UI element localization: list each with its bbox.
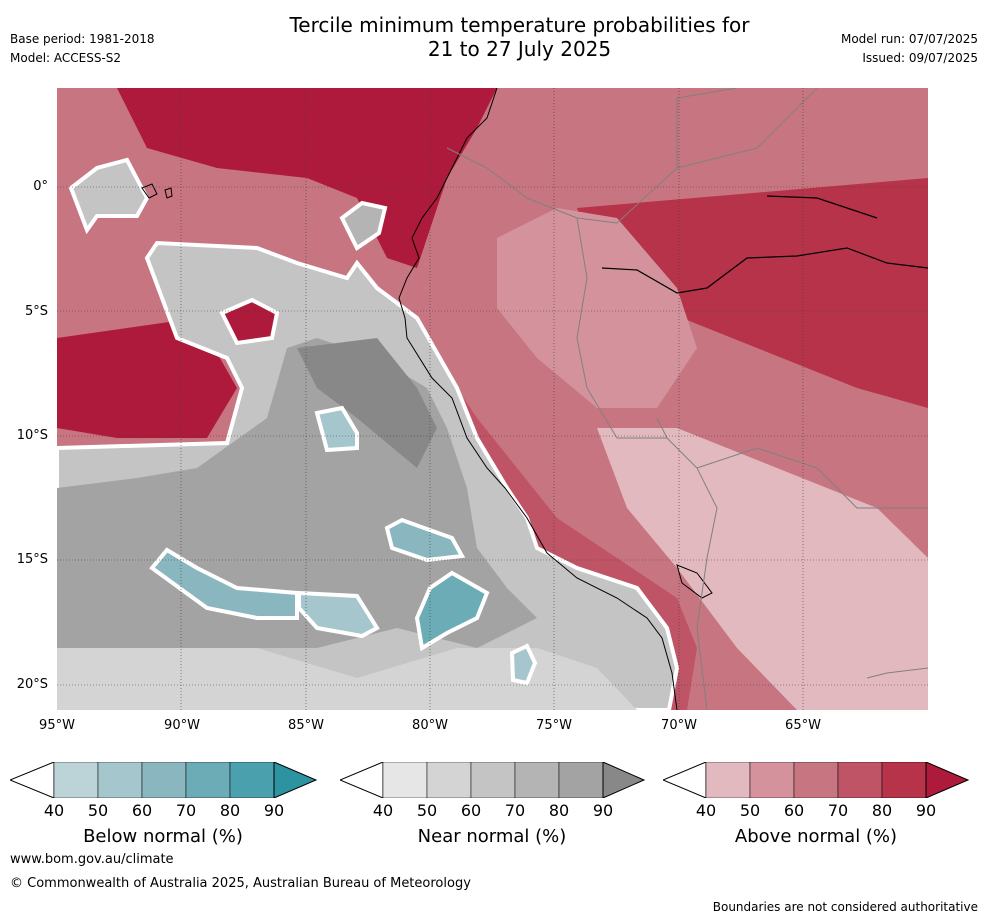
below-tick-80: 80 <box>215 801 245 820</box>
lon-label-90w: 90°W <box>152 718 212 733</box>
colorbar-near <box>340 762 646 798</box>
near-tick-70: 70 <box>500 801 530 820</box>
title-line-1: Tercile minimum temperature probabilitie… <box>0 13 988 37</box>
copyright: © Commonwealth of Australia 2025, Austra… <box>10 876 471 891</box>
above-tick-70: 70 <box>823 801 853 820</box>
lat-label-10s: 10°S <box>8 428 48 443</box>
lon-label-80w: 80°W <box>400 718 460 733</box>
colorbar-swatch <box>750 762 794 798</box>
colorbar-swatch <box>471 762 515 798</box>
colorbar-swatch <box>98 762 142 798</box>
near-normal-label: Near normal (%) <box>340 826 644 847</box>
probability-map <box>57 88 928 710</box>
lat-label-5s: 5°S <box>8 304 48 319</box>
colorbar-swatch <box>230 762 274 798</box>
near-tick-90: 90 <box>588 801 618 820</box>
lon-label-75w: 75°W <box>524 718 584 733</box>
colorbar-swatch <box>838 762 882 798</box>
above-tick-90: 90 <box>911 801 941 820</box>
below-tick-50: 50 <box>83 801 113 820</box>
lon-label-70w: 70°W <box>649 718 709 733</box>
below-tick-70: 70 <box>171 801 201 820</box>
colorbar-swatch <box>274 762 316 798</box>
near-tick-50: 50 <box>412 801 442 820</box>
lat-label-15s: 15°S <box>8 552 48 567</box>
near-tick-60: 60 <box>456 801 486 820</box>
below-normal-label: Below normal (%) <box>10 826 316 847</box>
lat-label-20s: 20°S <box>8 677 48 692</box>
above-tick-40: 40 <box>691 801 721 820</box>
colorbar-swatch <box>882 762 926 798</box>
title-line-2: 21 to 27 July 2025 <box>0 37 988 61</box>
below-tick-90: 90 <box>259 801 289 820</box>
boundaries-disclaimer: Boundaries are not considered authoritat… <box>713 900 978 914</box>
colorbar-swatch <box>383 762 427 798</box>
below-tick-40: 40 <box>39 801 69 820</box>
above-tick-50: 50 <box>735 801 765 820</box>
colorbar-swatch <box>926 762 968 798</box>
map-title: Tercile minimum temperature probabilitie… <box>0 13 988 61</box>
colorbar-swatch <box>603 762 644 798</box>
bom-url: www.bom.gov.au/climate <box>10 852 174 867</box>
lon-label-65w: 65°W <box>773 718 833 733</box>
colorbar-swatch <box>515 762 559 798</box>
colorbar-swatch <box>794 762 838 798</box>
lon-label-85w: 85°W <box>276 718 336 733</box>
above-tick-80: 80 <box>867 801 897 820</box>
colorbar-swatch <box>427 762 471 798</box>
colorbar-below <box>10 762 318 798</box>
below-tick-60: 60 <box>127 801 157 820</box>
near-tick-40: 40 <box>368 801 398 820</box>
near-tick-80: 80 <box>544 801 574 820</box>
colorbar-swatch <box>559 762 603 798</box>
colorbar-swatch <box>54 762 98 798</box>
above-tick-60: 60 <box>779 801 809 820</box>
above-normal-label: Above normal (%) <box>663 826 969 847</box>
colorbar-above <box>663 762 971 798</box>
lat-label-0: 0° <box>8 179 48 194</box>
colorbar-swatch <box>186 762 230 798</box>
lon-label-95w: 95°W <box>27 718 87 733</box>
colorbar-swatch <box>706 762 750 798</box>
colorbar-swatch <box>142 762 186 798</box>
